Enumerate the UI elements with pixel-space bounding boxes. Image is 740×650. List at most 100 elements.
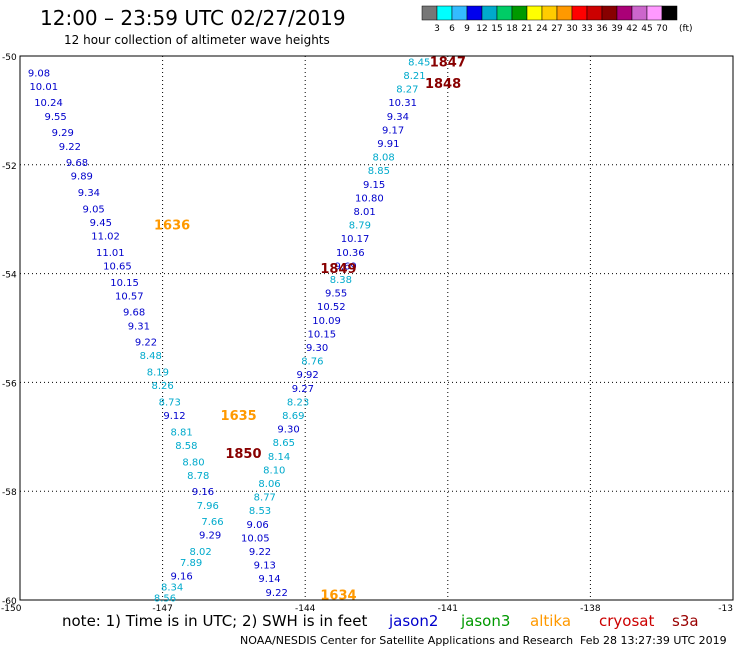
swh-value: 9.05: [83, 204, 105, 215]
satellite-jason2: jason2: [389, 612, 439, 630]
colorbar-label: 36: [596, 24, 608, 34]
swh-value: 11.01: [96, 248, 125, 259]
swh-value: 9.55: [45, 112, 67, 123]
swh-value: 8.21: [403, 71, 425, 82]
map-title: 12:00 – 23:59 UTC 02/27/2019: [40, 6, 346, 30]
swh-value: 8.79: [349, 221, 371, 232]
swh-value: 8.26: [151, 381, 173, 392]
swh-value: 9.22: [266, 588, 288, 599]
swh-value: 8.56: [154, 593, 176, 604]
swh-value: 8.38: [330, 275, 352, 286]
pass-time-label: 1635: [221, 409, 257, 424]
swh-value: 8.77: [254, 493, 276, 504]
swh-value: 11.02: [91, 232, 120, 243]
lat-tick-label: -52: [2, 162, 17, 172]
swh-value: 7.66: [201, 517, 223, 528]
swh-value: 10.09: [312, 316, 341, 327]
swh-value: 9.68: [66, 158, 88, 169]
pass-time-label: 1849: [320, 262, 356, 277]
swh-value: 8.23: [287, 397, 309, 408]
colorbar-label: 39: [611, 24, 623, 34]
lon-tick-label: -147: [152, 604, 172, 614]
lon-tick-label: -150: [1, 604, 22, 614]
swh-value: 9.06: [247, 520, 269, 531]
swh-value: 8.73: [159, 397, 181, 408]
swh-value: 8.14: [268, 452, 290, 463]
swh-value: 9.22: [135, 338, 157, 349]
swh-value: 8.48: [140, 351, 162, 362]
swh-value: 9.12: [163, 411, 185, 422]
swh-value: 9.69: [334, 261, 356, 272]
lon-tick-label: -144: [295, 604, 316, 614]
pass-time-label: 1848: [425, 77, 461, 92]
swh-value: 9.30: [306, 343, 328, 354]
colorbar-legend: 3 6 9 12 15 18 21 24 27 30 33 36 39 42 45 70 (ft): [421, 5, 693, 34]
swh-value: 9.13: [254, 561, 276, 572]
swh-value: 8.69: [282, 411, 304, 422]
colorbar-label: 27: [551, 24, 562, 34]
swh-value: 8.19: [147, 368, 169, 379]
colorbar-label: 45: [641, 24, 652, 34]
lat-tick-label: -56: [2, 379, 17, 389]
plot-frame: [19, 55, 734, 601]
swh-value: 9.16: [192, 487, 214, 498]
swh-value: 7.96: [197, 501, 219, 512]
swh-value: 10.52: [317, 302, 346, 313]
swh-value: 8.81: [170, 427, 192, 438]
colorbar-label: 9: [464, 24, 470, 34]
swh-value: 8.08: [372, 153, 394, 164]
swh-value: 9.22: [59, 142, 81, 153]
swh-value: 8.80: [182, 457, 204, 468]
satellite-s3a: s3a: [672, 612, 699, 630]
swh-value: 10.31: [388, 98, 417, 109]
swh-value: 8.02: [189, 547, 211, 558]
swh-value: 8.06: [258, 479, 280, 490]
swh-value: 7.89: [180, 558, 202, 569]
swh-value: 9.92: [296, 370, 318, 381]
colorbar-label: 33: [581, 24, 592, 34]
units-note: note: 1) Time is in UTC; 2) SWH is in fe…: [62, 612, 368, 630]
swh-value: 8.27: [396, 85, 418, 96]
swh-value: 9.34: [78, 188, 100, 199]
swh-value: 9.45: [90, 218, 112, 229]
swh-value: 8.76: [301, 357, 323, 368]
swh-value: 9.30: [277, 425, 299, 436]
swh-value: 9.89: [71, 172, 93, 183]
lon-tick-label: -13: [718, 604, 733, 614]
colorbar-unit: (ft): [679, 24, 693, 34]
swh-value: 10.05: [241, 533, 270, 544]
satellite-jason3: jason3: [461, 612, 511, 630]
swh-value: 10.17: [341, 234, 370, 245]
colorbar-label: 3: [434, 24, 440, 34]
swh-value: 9.27: [292, 384, 314, 395]
satellite-cryosat: cryosat: [599, 612, 655, 630]
colorbar-label: 21: [521, 24, 532, 34]
swh-value: 9.29: [52, 128, 74, 139]
swh-value: 8.45: [408, 57, 430, 68]
swh-value: 9.16: [170, 572, 192, 583]
lat-tick-label: -50: [2, 53, 17, 63]
pass-time-label: 1634: [320, 589, 356, 604]
swh-value: 8.53: [249, 506, 271, 517]
swh-value: 10.15: [110, 278, 139, 289]
colorbar-label: 12: [476, 24, 487, 34]
swh-value: 8.78: [187, 471, 209, 482]
pass-time-label: 1850: [225, 447, 261, 462]
swh-value: 10.24: [34, 98, 63, 109]
footer-credit: NOAA/NESDIS Center for Satellite Applica…: [240, 634, 574, 647]
swh-value: 8.65: [273, 438, 295, 449]
lon-tick-label: -138: [580, 604, 601, 614]
swh-value: 8.85: [368, 166, 390, 177]
swh-value: 8.34: [161, 582, 183, 593]
colorbar-label: 18: [506, 24, 518, 34]
swh-value: 9.14: [258, 574, 280, 585]
pass-time-label: 1636: [154, 219, 190, 234]
swh-value: 9.22: [249, 547, 271, 558]
swh-value: 10.65: [103, 261, 132, 272]
swh-value: 9.15: [363, 180, 385, 191]
swh-value: 8.01: [353, 207, 375, 218]
swh-value: 9.68: [123, 308, 145, 319]
swh-value: 10.15: [308, 329, 337, 340]
lat-tick-label: -58: [2, 488, 17, 498]
